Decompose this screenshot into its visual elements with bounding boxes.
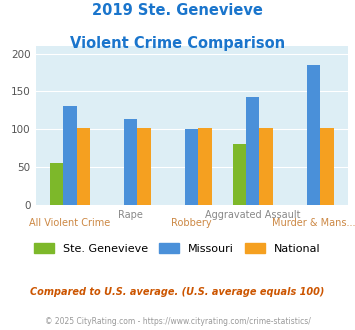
Bar — [185, 129, 198, 205]
Text: Aggravated Assault: Aggravated Assault — [205, 210, 300, 219]
Bar — [320, 128, 334, 205]
Bar — [50, 163, 63, 205]
Text: © 2025 CityRating.com - https://www.cityrating.com/crime-statistics/: © 2025 CityRating.com - https://www.city… — [45, 317, 310, 326]
Text: Rape: Rape — [118, 210, 143, 219]
Text: Compared to U.S. average. (U.S. average equals 100): Compared to U.S. average. (U.S. average … — [30, 287, 325, 297]
Bar — [260, 128, 273, 205]
Bar — [63, 106, 77, 205]
Bar — [137, 128, 151, 205]
Bar — [198, 128, 212, 205]
Text: Robbery: Robbery — [171, 218, 212, 228]
Bar — [77, 128, 90, 205]
Text: Murder & Mans...: Murder & Mans... — [272, 218, 355, 228]
Legend: Ste. Genevieve, Missouri, National: Ste. Genevieve, Missouri, National — [30, 239, 325, 258]
Text: Violent Crime Comparison: Violent Crime Comparison — [70, 36, 285, 51]
Bar — [307, 65, 320, 205]
Bar — [124, 119, 137, 205]
Text: All Violent Crime: All Violent Crime — [29, 218, 110, 228]
Text: 2019 Ste. Genevieve: 2019 Ste. Genevieve — [92, 3, 263, 18]
Bar — [233, 144, 246, 205]
Bar — [246, 97, 260, 205]
